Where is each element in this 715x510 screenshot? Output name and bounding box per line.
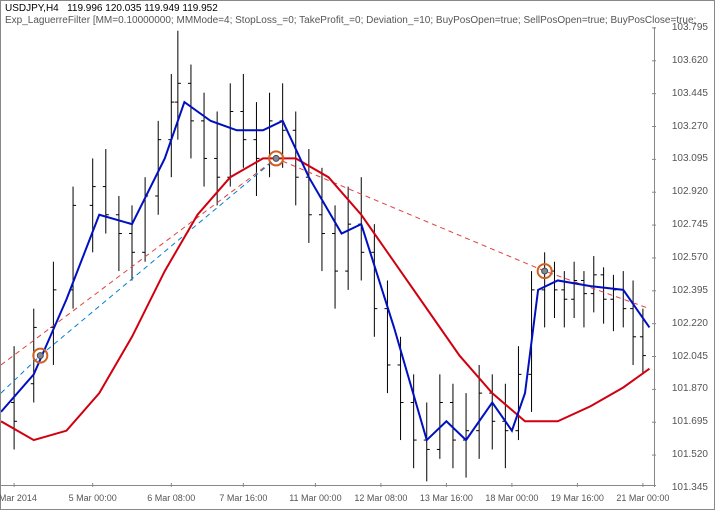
x-tick-label: 11 Mar 00:00 — [289, 493, 341, 503]
y-tick-label: 103.095 — [658, 153, 708, 164]
y-tick-label: 103.270 — [658, 121, 708, 132]
x-tick-label: 5 Mar 00:00 — [69, 493, 117, 503]
chart-svg — [1, 27, 656, 487]
chart-header-params: Exp_LaguerreFilter [MM=0.10000000; MMMod… — [5, 15, 696, 26]
y-tick-label: 102.045 — [658, 351, 708, 362]
y-tick-label: 102.745 — [658, 219, 708, 230]
x-tick-label: 12 Mar 08:00 — [354, 493, 407, 503]
chart-header-line1: USDJPY,H4 119.996 120.035 119.949 119.95… — [5, 3, 218, 14]
y-tick-label: 103.795 — [658, 22, 708, 33]
chart-container: USDJPY,H4 119.996 120.035 119.949 119.95… — [0, 0, 715, 510]
x-tick-label: 3 Mar 2014 — [0, 493, 37, 503]
y-axis: 103.795103.620103.445103.270103.095102.9… — [654, 27, 714, 487]
ohlc-values: 119.996 120.035 119.949 119.952 — [67, 3, 218, 14]
y-tick-label: 101.695 — [658, 416, 708, 427]
symbol-timeframe: USDJPY,H4 — [5, 3, 59, 14]
y-tick-label: 102.395 — [658, 285, 708, 296]
x-tick-label: 7 Mar 16:00 — [219, 493, 267, 503]
x-tick-label: 19 Mar 16:00 — [551, 493, 604, 503]
y-tick-label: 102.920 — [658, 186, 708, 197]
y-tick-label: 102.220 — [658, 318, 708, 329]
y-tick-label: 103.620 — [658, 55, 708, 66]
y-tick-label: 102.570 — [658, 252, 708, 263]
x-tick-label: 13 Mar 16:00 — [420, 493, 473, 503]
y-tick-label: 101.870 — [658, 383, 708, 394]
y-tick-label: 101.520 — [658, 449, 708, 460]
x-tick-label: 21 Mar 00:00 — [616, 493, 669, 503]
y-tick-label: 103.445 — [658, 88, 708, 99]
y-tick-label: 101.345 — [658, 482, 708, 493]
price-chart-area[interactable] — [1, 27, 656, 487]
x-tick-label: 18 Mar 00:00 — [485, 493, 538, 503]
x-tick-label: 6 Mar 08:00 — [147, 493, 195, 503]
x-axis: 3 Mar 2014 5 Mar 00:00 6 Mar 08:00 7 Mar 16… — [1, 485, 656, 509]
